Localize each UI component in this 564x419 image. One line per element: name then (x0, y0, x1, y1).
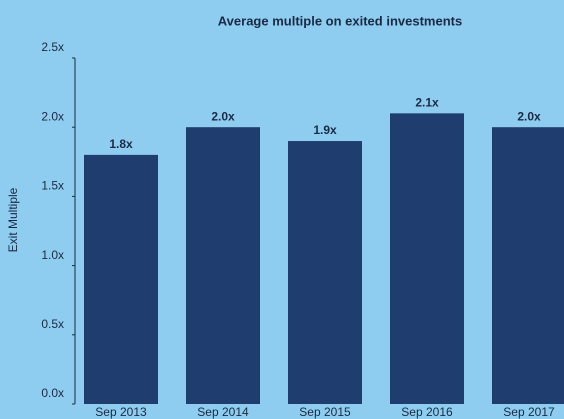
y-axis-label: Exit Multiple (6, 187, 20, 252)
x-tick-label: Sep 2013 (95, 405, 147, 419)
y-tick-label: 1.0x (41, 248, 64, 262)
bar (186, 127, 260, 404)
bar (492, 127, 564, 404)
x-tick-label: Sep 2017 (503, 405, 555, 419)
y-tick-label: 2.5x (41, 40, 64, 54)
x-tick-label: Sep 2016 (401, 405, 453, 419)
value-label: 2.0x (517, 109, 541, 123)
value-label: 1.9x (313, 123, 337, 137)
y-tick-label: 2.0x (41, 109, 64, 123)
bar (390, 113, 464, 405)
value-label: 1.8x (109, 137, 133, 151)
value-label: 2.0x (211, 109, 235, 123)
y-tick-label: 1.5x (41, 179, 64, 193)
bar (288, 141, 362, 405)
x-tick-label: Sep 2015 (299, 405, 351, 419)
y-tick-label: 0.5x (41, 317, 64, 331)
value-label: 2.1x (415, 96, 439, 110)
x-tick-label: Sep 2014 (197, 405, 249, 419)
bar (84, 154, 158, 404)
y-tick-label: 0.0x (41, 386, 64, 400)
chart-title: Average multiple on exited investments (218, 13, 462, 28)
